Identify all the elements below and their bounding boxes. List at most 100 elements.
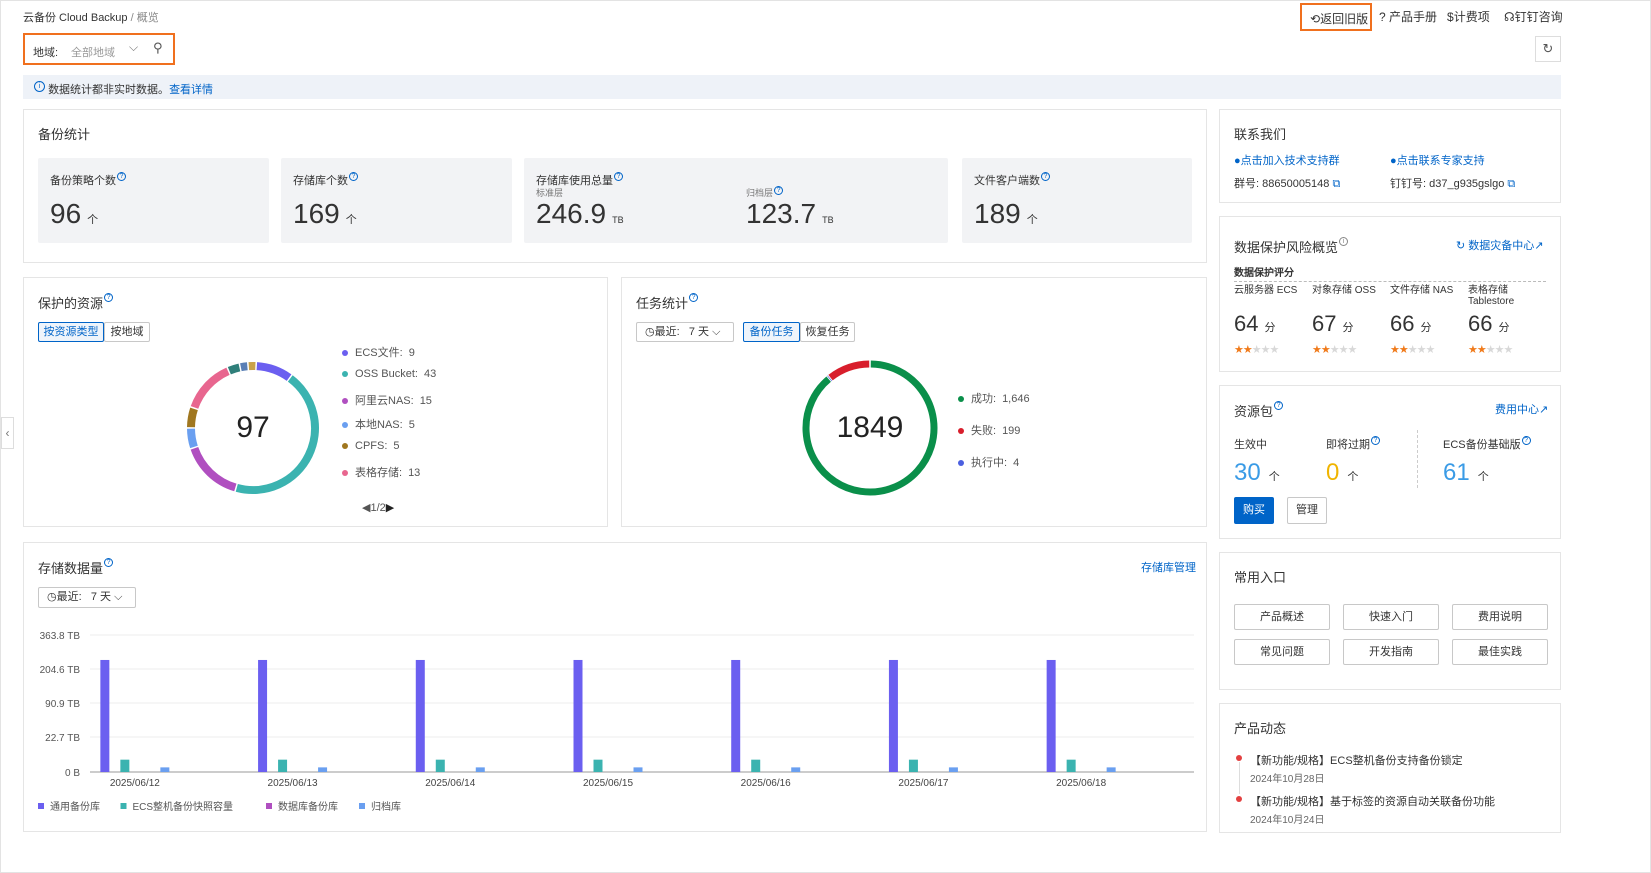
- bar-0[interactable]: [100, 659, 110, 772]
- back-old-version-button[interactable]: ⟲返回旧版: [1300, 3, 1372, 31]
- shortcut-button[interactable]: 最佳实践: [1452, 639, 1548, 665]
- fee-center-link[interactable]: 费用中心↗: [1495, 404, 1549, 416]
- storage-range-select[interactable]: ◷最近: 7 天 ⌵: [38, 587, 136, 608]
- bar-3[interactable]: [160, 767, 170, 772]
- help-icon[interactable]: ?: [104, 558, 114, 567]
- donut-slice-6[interactable]: [227, 363, 241, 375]
- help-icon[interactable]: ?: [689, 293, 699, 302]
- bar-0[interactable]: [573, 659, 583, 772]
- shortcut-button[interactable]: 费用说明: [1452, 604, 1548, 630]
- task-range-select[interactable]: ◷最近: 7 天 ⌵: [636, 322, 734, 342]
- donut-slice-7[interactable]: [240, 362, 248, 372]
- legend-item[interactable]: 本地NAS: 5: [342, 416, 415, 432]
- bar-3[interactable]: [791, 767, 801, 772]
- legend-item[interactable]: 表格存储: 13: [342, 464, 420, 480]
- news-item-link[interactable]: 【新功能/规格】基于标签的资源自动关联备份功能: [1250, 796, 1496, 808]
- donut-slice-0[interactable]: [256, 362, 292, 381]
- help-icon[interactable]: ?: [614, 172, 623, 181]
- refresh-button[interactable]: ↻: [1535, 36, 1561, 62]
- help-icon[interactable]: ?: [774, 186, 784, 195]
- chevron-down-icon[interactable]: ⌵: [129, 40, 139, 54]
- chart-legend-label[interactable]: ECS整机备份快照容量: [133, 800, 234, 813]
- dr-center-link[interactable]: ↻ 数据灾备中心↗: [1456, 240, 1544, 252]
- bar-3[interactable]: [318, 767, 328, 772]
- copy-icon[interactable]: ⧉: [1332, 178, 1341, 190]
- ecs-basic-value[interactable]: 61: [1443, 459, 1470, 486]
- tab-by-region[interactable]: 按地域: [104, 322, 150, 342]
- tab-restore-tasks[interactable]: 恢复任务: [800, 322, 855, 342]
- risk-score-item[interactable]: 表格存储 Tablestore 66 分 ★★★★★: [1468, 285, 1515, 356]
- help-icon[interactable]: ?: [1041, 172, 1050, 181]
- bar-0[interactable]: [888, 659, 898, 772]
- bar-3[interactable]: [475, 767, 485, 772]
- bar-3[interactable]: [633, 767, 643, 772]
- search-icon[interactable]: ⚲: [153, 40, 163, 55]
- help-icon[interactable]: ?: [1521, 436, 1531, 445]
- shortcut-button[interactable]: 产品概述: [1234, 604, 1330, 630]
- shortcut-button[interactable]: 常见问题: [1234, 639, 1330, 665]
- manage-button[interactable]: 管理: [1287, 497, 1327, 524]
- buy-button[interactable]: 购买: [1234, 497, 1274, 524]
- region-select[interactable]: 全部地域: [71, 47, 115, 59]
- notice-details-link[interactable]: 查看详情: [169, 84, 214, 96]
- bar-0[interactable]: [258, 659, 268, 772]
- refresh-icon[interactable]: ↻: [1456, 240, 1466, 252]
- legend-item[interactable]: ECS文件: 9: [342, 344, 415, 360]
- breadcrumb-root[interactable]: 云备份 Cloud Backup: [23, 12, 128, 24]
- donut-slice-2[interactable]: [190, 446, 237, 492]
- shortcut-button[interactable]: 开发指南: [1343, 639, 1439, 665]
- prev-page-icon[interactable]: ◀: [362, 502, 371, 514]
- legend-item[interactable]: 失败: 199: [958, 422, 1020, 438]
- donut-slice-1[interactable]: [235, 375, 319, 494]
- chart-legend-label[interactable]: 通用备份库: [50, 800, 100, 813]
- help-icon[interactable]: ?: [117, 172, 126, 181]
- tab-by-resource-type[interactable]: 按资源类型: [38, 322, 104, 342]
- info-icon[interactable]: i: [1339, 237, 1349, 246]
- legend-item[interactable]: OSS Bucket: 43: [342, 368, 436, 380]
- bar-1[interactable]: [908, 759, 918, 772]
- chart-legend-label[interactable]: 归档库: [371, 800, 401, 813]
- bar-1[interactable]: [435, 759, 445, 772]
- donut-slice-0[interactable]: [802, 360, 938, 496]
- active-value[interactable]: 30: [1234, 459, 1261, 486]
- bar-1[interactable]: [120, 759, 130, 772]
- bar-0[interactable]: [415, 659, 425, 772]
- shortcut-button[interactable]: 快速入门: [1343, 604, 1439, 630]
- expiring-value[interactable]: 0: [1326, 459, 1340, 486]
- contact-expert-link[interactable]: ●点击联系专家支持: [1390, 155, 1485, 167]
- collapse-sidebar-handle[interactable]: ‹: [1, 417, 14, 449]
- risk-score-item[interactable]: 对象存储 OSS 67 分 ★★★★★: [1312, 285, 1376, 356]
- help-icon[interactable]: ?: [1371, 436, 1380, 445]
- donut-slice-2[interactable]: [828, 360, 870, 381]
- join-support-group-link[interactable]: ●点击加入技术支持群: [1234, 155, 1340, 167]
- vault-management-link[interactable]: 存储库管理: [1141, 562, 1196, 574]
- bar-3[interactable]: [948, 767, 958, 772]
- news-item-link[interactable]: 【新功能/规格】ECS整机备份支持备份锁定: [1250, 755, 1463, 767]
- help-icon[interactable]: ?: [349, 172, 358, 181]
- bar-0[interactable]: [1046, 659, 1056, 772]
- billing-link[interactable]: $计费项: [1447, 10, 1490, 24]
- dingtalk-consult-link[interactable]: ☊钉钉咨询: [1504, 10, 1563, 24]
- chart-legend-label[interactable]: 数据库备份库: [278, 800, 338, 813]
- copy-icon[interactable]: ⧉: [1507, 178, 1516, 190]
- legend-item[interactable]: 成功: 1,646: [958, 390, 1030, 406]
- legend-item[interactable]: 执行中: 4: [958, 454, 1019, 470]
- risk-score-item[interactable]: 文件存储 NAS 66 分 ★★★★★: [1390, 285, 1454, 356]
- bar-1[interactable]: [1066, 759, 1076, 772]
- legend-item[interactable]: 阿里云NAS: 15: [342, 392, 432, 408]
- tab-backup-tasks[interactable]: 备份任务: [743, 322, 800, 342]
- bar-1[interactable]: [278, 759, 288, 772]
- legend-item[interactable]: CPFS: 5: [342, 440, 400, 452]
- help-icon[interactable]: ?: [1274, 401, 1284, 410]
- bar-1[interactable]: [751, 759, 761, 772]
- donut-slice-5[interactable]: [190, 367, 230, 409]
- bar-3[interactable]: [1106, 767, 1116, 772]
- donut-slice-4[interactable]: [187, 407, 198, 428]
- next-page-icon[interactable]: ▶: [385, 502, 395, 514]
- product-manual-link[interactable]: ? 产品手册: [1379, 10, 1438, 24]
- donut-slice-3[interactable]: [187, 428, 198, 449]
- risk-score-item[interactable]: 云服务器 ECS 64 分 ★★★★★: [1234, 285, 1298, 356]
- bar-1[interactable]: [593, 759, 603, 772]
- help-icon[interactable]: ?: [104, 293, 114, 302]
- bar-0[interactable]: [731, 659, 741, 772]
